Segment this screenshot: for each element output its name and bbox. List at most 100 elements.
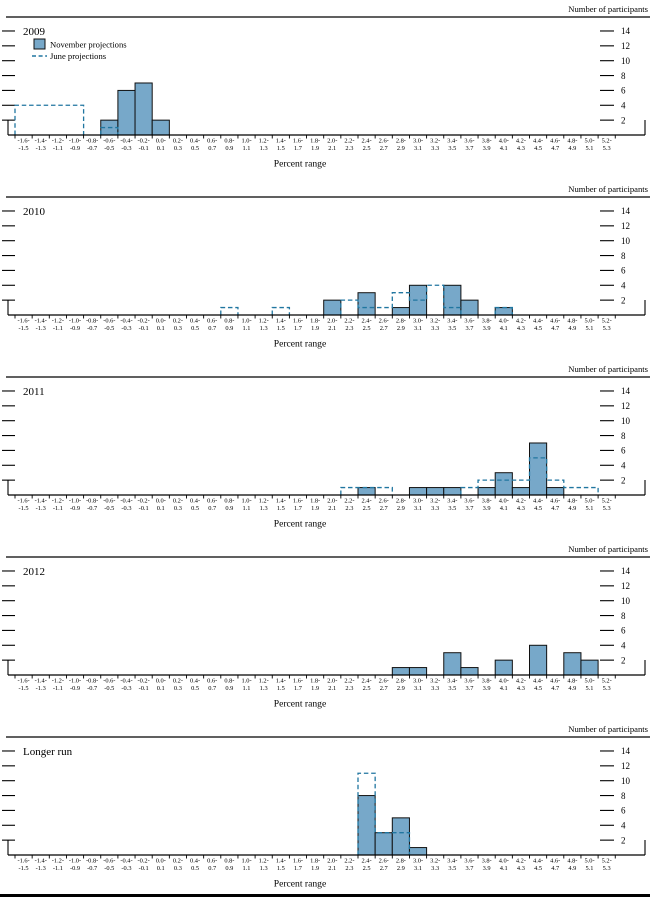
x-bin-label-bottom: 0.5 bbox=[191, 865, 199, 872]
x-bin-label-bottom: 2.7 bbox=[380, 865, 389, 872]
x-bin-label-top: 2.6- bbox=[379, 138, 389, 145]
x-bin-label-top: 0.8- bbox=[224, 678, 234, 685]
x-bin-label-top: 3.2- bbox=[430, 498, 440, 505]
x-bin-label-bottom: -1.5 bbox=[19, 145, 29, 152]
histogram-bar bbox=[494, 472, 513, 496]
x-bin-label-bottom: -0.7 bbox=[87, 145, 98, 152]
x-bin-label-bottom: 5.1 bbox=[586, 505, 594, 512]
x-bin-label-bottom: 4.7 bbox=[551, 505, 560, 512]
x-bin-label-top: 3.2- bbox=[430, 678, 440, 685]
x-bin-label-bottom: 4.1 bbox=[500, 505, 508, 512]
x-bin-label-top: 4.2- bbox=[516, 498, 526, 505]
histogram-bar bbox=[391, 817, 410, 856]
x-bin-label-bottom: 2.5 bbox=[363, 325, 371, 332]
x-bin-label-top: 3.4- bbox=[447, 678, 457, 685]
x-bin-label-top: 3.8- bbox=[482, 138, 492, 145]
x-bin-label-bottom: 0.9 bbox=[225, 325, 233, 332]
panel-title: 2009 bbox=[23, 26, 46, 38]
x-bin-label-bottom: 4.5 bbox=[534, 865, 542, 872]
right-y-tick-label: 8 bbox=[621, 431, 626, 441]
x-bin-label-top: 4.8- bbox=[567, 858, 577, 865]
x-bin-label-bottom: 0.1 bbox=[157, 505, 165, 512]
x-bin-label-top: 3.8- bbox=[482, 498, 492, 505]
x-bin-label-bottom: 4.3 bbox=[517, 685, 525, 692]
x-bin-label-top: -1.6- bbox=[17, 858, 29, 865]
x-bin-label-bottom: 0.1 bbox=[157, 865, 165, 872]
x-bin-label-bottom: 4.3 bbox=[517, 145, 525, 152]
x-bin-label-top: 5.2- bbox=[602, 678, 612, 685]
x-bin-label-top: 4.0- bbox=[499, 318, 509, 325]
x-bin-label-top: 1.8- bbox=[310, 858, 320, 865]
x-bin-label-top: -0.2- bbox=[138, 498, 150, 505]
panel-title: 2012 bbox=[23, 566, 45, 578]
bars-november bbox=[323, 284, 513, 316]
x-bin-label-bottom: -1.1 bbox=[53, 685, 63, 692]
x-bin-label-bottom: -1.3 bbox=[36, 325, 46, 332]
x-bin-label-bottom: 2.9 bbox=[397, 865, 405, 872]
x-bin-label-top: 0.8- bbox=[224, 498, 234, 505]
right-y-tick-label: 12 bbox=[621, 761, 630, 771]
x-bin-label-bottom: -0.3 bbox=[121, 505, 131, 512]
x-bin-label-bottom: -1.5 bbox=[19, 865, 29, 872]
x-bin-label-top: 1.8- bbox=[310, 498, 320, 505]
x-bin-label-top: 4.4- bbox=[533, 678, 543, 685]
x-bin-label-top: 0.6- bbox=[207, 678, 217, 685]
x-bin-label-top: 3.0- bbox=[413, 858, 423, 865]
x-bin-label-bottom: 2.3 bbox=[345, 145, 353, 152]
x-bin-label-bottom: -1.1 bbox=[53, 325, 63, 332]
x-bin-label-top: 4.8- bbox=[567, 678, 577, 685]
x-bin-label-bottom: 4.5 bbox=[534, 505, 542, 512]
x-bin-label-bottom: 3.5 bbox=[448, 505, 456, 512]
right-y-tick-label: 8 bbox=[621, 251, 626, 261]
x-bin-label-bottom: -0.1 bbox=[139, 145, 149, 152]
x-bin-label-bottom: 1.9 bbox=[311, 865, 319, 872]
x-bin-label-bottom: 3.1 bbox=[414, 685, 422, 692]
x-bin-label-top: 2.4- bbox=[362, 138, 372, 145]
x-bin-label-bottom: 2.7 bbox=[380, 145, 389, 152]
x-bin-label-top: 5.2- bbox=[602, 858, 612, 865]
x-bin-label-bottom: -0.5 bbox=[104, 505, 114, 512]
x-bin-label-top: 3.2- bbox=[430, 318, 440, 325]
x-bin-label-bottom: 0.5 bbox=[191, 685, 199, 692]
x-bin-label-bottom: 0.9 bbox=[225, 505, 233, 512]
bars-november bbox=[357, 795, 428, 856]
x-bin-label-top: -1.2- bbox=[52, 858, 64, 865]
histogram-bar bbox=[391, 307, 410, 316]
x-bin-label-bottom: 2.7 bbox=[380, 505, 389, 512]
x-bin-label-top: -0.4- bbox=[120, 678, 132, 685]
x-bin-label-top: -1.6- bbox=[17, 678, 29, 685]
histogram-bar bbox=[511, 487, 530, 496]
histogram-bar bbox=[151, 119, 170, 136]
x-bin-label-bottom: 4.7 bbox=[551, 145, 560, 152]
x-bin-label-bottom: 0.7 bbox=[208, 145, 217, 152]
x-bin-label-bottom: 1.3 bbox=[260, 325, 268, 332]
x-bin-label-bottom: -1.1 bbox=[53, 145, 63, 152]
x-bin-label-bottom: 1.3 bbox=[260, 865, 268, 872]
x-bin-label-top: 1.4- bbox=[276, 858, 286, 865]
x-bin-label-bottom: 1.5 bbox=[277, 685, 285, 692]
x-bin-label-top: 0.4- bbox=[190, 138, 200, 145]
x-bin-label-top: 3.2- bbox=[430, 858, 440, 865]
right-y-tick-label: 12 bbox=[621, 581, 630, 591]
x-bin-label-top: 5.0- bbox=[584, 138, 594, 145]
x-bin-label-bottom: 3.3 bbox=[431, 325, 439, 332]
x-bin-label-bottom: 3.7 bbox=[465, 145, 474, 152]
y-axis-title: Number of participants bbox=[568, 724, 648, 734]
x-bin-label-bottom: 3.1 bbox=[414, 865, 422, 872]
x-bin-label-top: 4.6- bbox=[550, 138, 560, 145]
x-bin-label-bottom: -0.7 bbox=[87, 505, 98, 512]
x-bin-label-bottom: -0.9 bbox=[70, 685, 80, 692]
x-bin-label-top: 3.6- bbox=[464, 138, 474, 145]
x-bin-label-top: -0.2- bbox=[138, 318, 150, 325]
x-bin-label-top: -0.8- bbox=[86, 678, 98, 685]
legend-june-label: June projections bbox=[50, 51, 107, 61]
right-y-tick-label: 4 bbox=[621, 280, 626, 290]
x-bin-label-bottom: -0.1 bbox=[139, 865, 149, 872]
x-bin-label-bottom: 5.3 bbox=[603, 325, 611, 332]
right-y-tick-label: 6 bbox=[621, 86, 626, 96]
x-bin-label-top: 1.2- bbox=[259, 678, 269, 685]
x-bin-label-bottom: 2.1 bbox=[328, 685, 336, 692]
x-bin-label-top: 2.2- bbox=[344, 138, 354, 145]
x-bin-label-top: 0.6- bbox=[207, 858, 217, 865]
